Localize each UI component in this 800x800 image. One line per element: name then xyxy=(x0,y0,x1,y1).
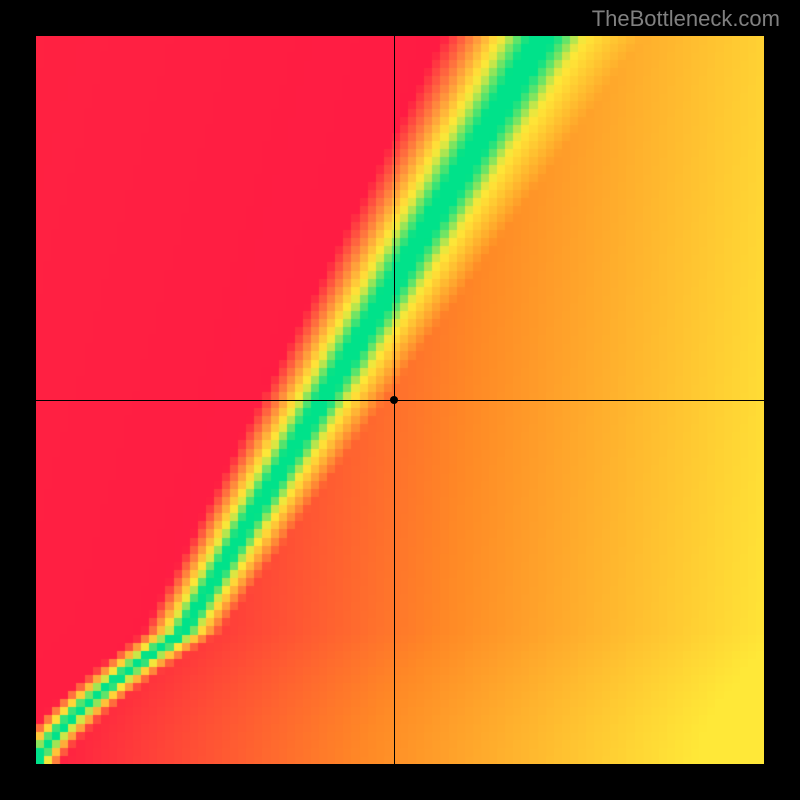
watermark-text: TheBottleneck.com xyxy=(592,6,780,32)
crosshair-horizontal xyxy=(36,400,764,401)
heatmap-chart xyxy=(36,36,764,764)
crosshair-marker xyxy=(390,396,398,404)
